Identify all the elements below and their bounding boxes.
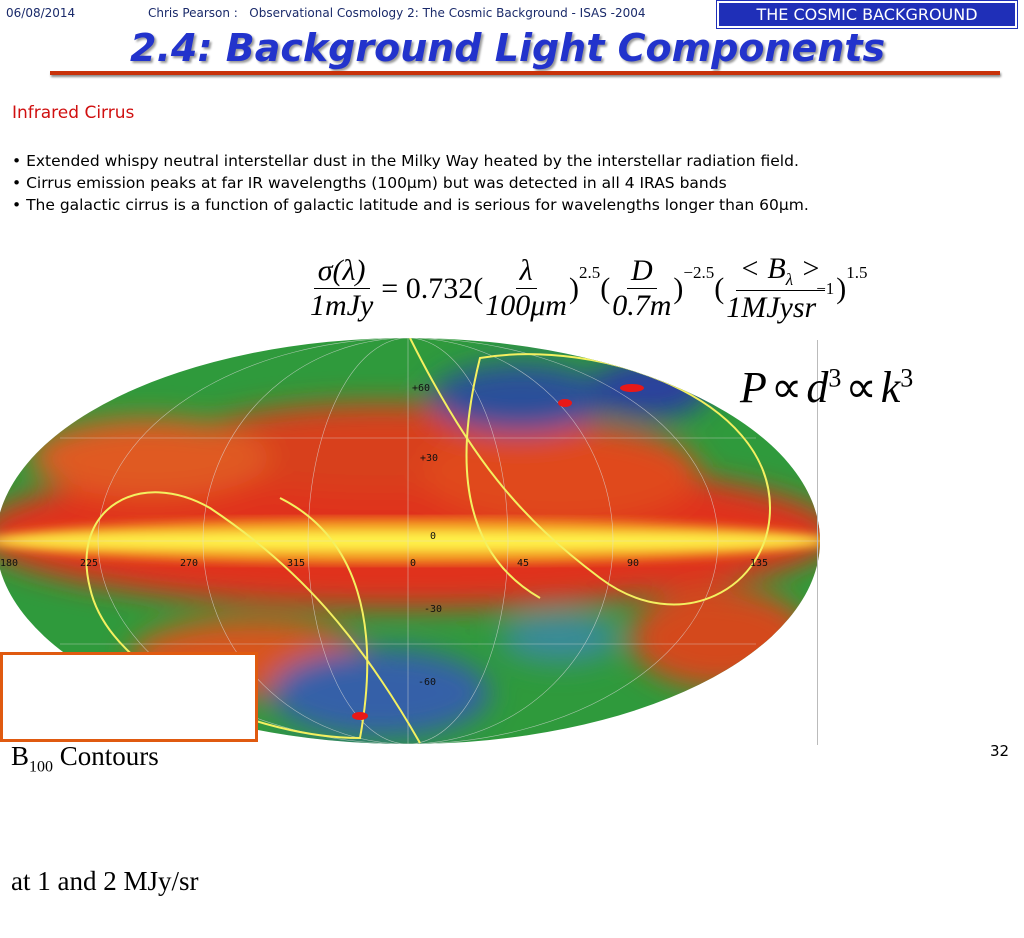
latitude-label: -60 [418, 677, 437, 688]
numerator: D [626, 254, 657, 289]
fraction: < Bλ >1MJysr−1 [726, 252, 834, 325]
caption-text: at 1 and 2 MJy/sr [11, 866, 199, 897]
exponent: 3 [828, 363, 842, 393]
bullet-list: • Extended whispy neutral interstellar d… [12, 150, 809, 216]
relation: P∝d3∝k3 [740, 362, 913, 413]
caption-symbol: B [11, 741, 30, 771]
numerator: λ [515, 254, 537, 289]
latitude-label: +30 [420, 453, 439, 464]
date: 06/08/2014 [6, 6, 76, 20]
longitude-label: 225 [80, 558, 99, 569]
caption-box: B100 Contours at 1 and 2 MJy/sr [0, 652, 258, 896]
denominator: 1mJy [310, 289, 374, 322]
longitude-label: 45 [517, 558, 530, 569]
page-number: 32 [990, 742, 1010, 760]
longitude-label: 315 [287, 558, 306, 569]
denominator: 1MJysr−1 [726, 279, 835, 324]
bullet: • Extended whispy neutral interstellar d… [12, 152, 799, 170]
section-heading: Infrared Cirrus [12, 103, 135, 123]
operator: ∝ [770, 363, 803, 412]
latitude-label: +60 [412, 383, 431, 394]
symbol: d [806, 363, 829, 412]
paren: ) [568, 271, 579, 305]
operator: ∝ [845, 363, 877, 412]
latitude-label: -30 [424, 604, 443, 615]
exponent: 3 [900, 363, 914, 393]
title-rule [50, 71, 1000, 75]
numerator-part: < B [739, 252, 786, 285]
denominator-sup: −1 [816, 279, 835, 298]
coefficient: = 0.732 [381, 271, 474, 305]
slide: 06/08/2014 Chris Pearson : Observational… [0, 1, 1017, 897]
caption-text: Contours [53, 741, 159, 771]
numerator-sub: λ [785, 270, 794, 289]
source: Chris Pearson : Observational Cosmology … [148, 6, 646, 20]
map-labels: +60 +30 0 -30 -60 180 225 270 315 0 45 90 135 [0, 338, 820, 748]
numerator: < Bλ > [735, 252, 825, 291]
symbol: P [740, 363, 767, 412]
slide-title: 2.4: Background Light Components [130, 26, 886, 70]
fraction: σ(λ) 1mJy [310, 254, 373, 323]
paren: ( [714, 271, 725, 305]
paren: ( [473, 271, 484, 305]
paren: ) [836, 271, 847, 305]
exponent: −2.5 [683, 262, 715, 282]
divider [817, 340, 818, 745]
longitude-label: 270 [180, 558, 199, 569]
symbol: k [880, 363, 901, 412]
bullet: • Cirrus emission peaks at far IR wavele… [12, 174, 727, 192]
numerator-part: > [793, 252, 821, 285]
longitude-label: 135 [750, 558, 769, 569]
exponent: 2.5 [578, 262, 601, 282]
bullet: • The galactic cirrus is a function of g… [12, 196, 809, 214]
fraction: λ 100μm [485, 254, 567, 323]
latitude-label: 0 [430, 531, 437, 542]
paren: ( [600, 271, 611, 305]
longitude-label: 90 [627, 558, 640, 569]
exponent: 1.5 [846, 262, 868, 282]
longitude-label: 180 [0, 558, 19, 569]
badge: THE COSMIC BACKGROUND [717, 1, 1017, 28]
fraction: D 0.7m [612, 254, 671, 323]
denominator: 100μm [485, 289, 567, 322]
denominator: 0.7m [612, 289, 672, 322]
longitude-label: 0 [410, 558, 417, 569]
paren: ) [673, 271, 684, 305]
caption-subscript: 100 [29, 758, 54, 776]
numerator: σ(λ) [313, 254, 370, 289]
equation: σ(λ) 1mJy = 0.732(λ 100μm) 2.5(D 0.7m) −2.5(< … [308, 252, 868, 325]
